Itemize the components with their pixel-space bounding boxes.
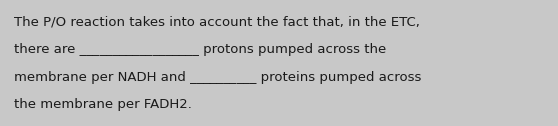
Text: there are __________________ protons pumped across the: there are __________________ protons pum… — [14, 43, 386, 56]
Text: The P/O reaction takes into account the fact that, in the ETC,: The P/O reaction takes into account the … — [14, 15, 420, 28]
Text: membrane per NADH and __________ proteins pumped across: membrane per NADH and __________ protein… — [14, 71, 421, 84]
Text: the membrane per FADH2.: the membrane per FADH2. — [14, 98, 192, 111]
